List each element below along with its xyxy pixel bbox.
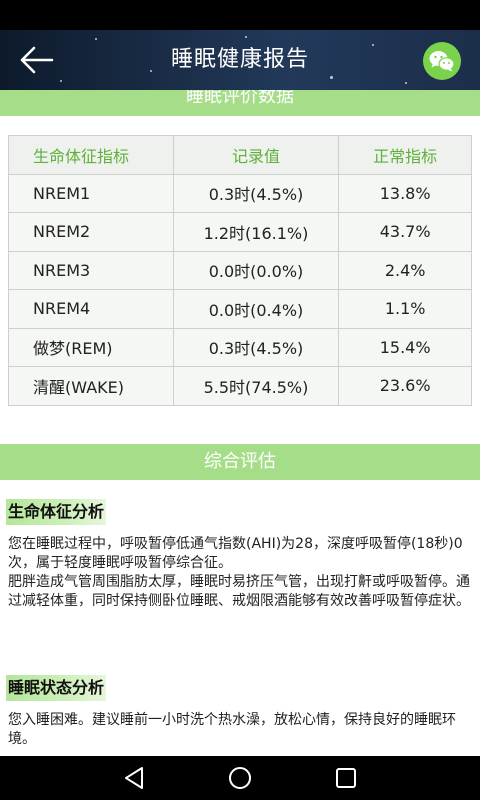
star-decoration — [150, 70, 152, 72]
cell-normal: 43.7% — [338, 212, 472, 252]
wechat-share-button[interactable] — [422, 42, 462, 80]
star-decoration — [330, 76, 333, 79]
cell-indicator: NREM1 — [8, 173, 174, 213]
star-decoration — [60, 80, 62, 82]
nav-home-circle-icon — [229, 767, 251, 789]
column-header-indicator: 生命体征指标 — [8, 135, 174, 175]
cell-indicator: NREM3 — [8, 250, 174, 290]
app-bar: 睡眠健康报告 — [0, 30, 480, 90]
cell-indicator: 清醒(WAKE) — [8, 366, 174, 406]
vital-analysis-text: 您在睡眠过程中，呼吸暂停低通气指数(AHI)为28，深度呼吸暂停(18秒)0次，… — [8, 536, 470, 609]
sleep-evaluation-table: 生命体征指标 记录值 正常指标 NREM1 0.3时(4.5%) 13.8% N… — [8, 135, 472, 406]
nav-recents-square-icon — [336, 768, 356, 788]
cell-normal: 2.4% — [338, 250, 472, 290]
back-button[interactable] — [14, 42, 58, 78]
cell-recorded: 0.3时(4.5%) — [172, 173, 340, 213]
column-header-normal: 正常指标 — [338, 135, 472, 175]
table-row: NREM3 0.0时(0.0%) 2.4% — [8, 250, 472, 290]
status-bar — [0, 0, 480, 30]
cell-recorded: 1.2时(16.1%) — [172, 212, 340, 252]
back-arrow-icon — [20, 46, 54, 74]
cell-normal: 13.8% — [338, 173, 472, 213]
cell-normal: 23.6% — [338, 366, 472, 406]
cell-recorded: 5.5时(74.5%) — [172, 366, 340, 406]
nav-home-button[interactable] — [222, 764, 258, 792]
star-decoration — [95, 38, 97, 40]
table-row: NREM1 0.3时(4.5%) 13.8% — [8, 173, 472, 213]
sleep-analysis-heading: 睡眠状态分析 — [6, 675, 107, 701]
report-content[interactable]: 睡眠评价数据 生命体征指标 记录值 正常指标 NREM1 0.3时(4.5%) … — [0, 90, 480, 756]
system-nav-bar — [0, 756, 480, 800]
wechat-icon — [423, 42, 461, 80]
table-row: 做梦(REM) 0.3时(4.5%) 15.4% — [8, 327, 472, 367]
cell-recorded: 0.0时(0.0%) — [172, 250, 340, 290]
cell-indicator: 做梦(REM) — [8, 327, 174, 367]
star-decoration — [245, 36, 247, 38]
sleep-analysis-text: 您入睡困难。建议睡前一小时洗个热水澡，放松心情，保持良好的睡眠环境。 — [8, 712, 456, 747]
cell-recorded: 0.3时(4.5%) — [172, 327, 340, 367]
cell-recorded: 0.0时(0.4%) — [172, 289, 340, 329]
star-decoration — [372, 44, 374, 46]
column-header-recorded: 记录值 — [172, 135, 340, 175]
table-row: 清醒(WAKE) 5.5时(74.5%) 23.6% — [8, 366, 472, 406]
table-header-row: 生命体征指标 记录值 正常指标 — [8, 135, 472, 175]
table-row: NREM2 1.2时(16.1%) 43.7% — [8, 212, 472, 252]
table-row: NREM4 0.0时(0.4%) 1.1% — [8, 289, 472, 329]
cell-indicator: NREM2 — [8, 212, 174, 252]
nav-back-button[interactable] — [116, 764, 152, 792]
vital-analysis-heading: 生命体征分析 — [6, 499, 107, 525]
cell-normal: 1.1% — [338, 289, 472, 329]
cell-indicator: NREM4 — [8, 289, 174, 329]
cell-normal: 15.4% — [338, 327, 472, 367]
section-header-evaluation-data: 睡眠评价数据 — [0, 90, 480, 116]
nav-back-triangle-icon — [125, 767, 143, 789]
page-title: 睡眠健康报告 — [170, 47, 309, 72]
section-title: 睡眠评价数据 — [186, 90, 294, 107]
section-header-assessment: 综合评估 — [0, 444, 480, 480]
nav-recents-button[interactable] — [328, 764, 364, 792]
star-decoration — [405, 82, 407, 84]
